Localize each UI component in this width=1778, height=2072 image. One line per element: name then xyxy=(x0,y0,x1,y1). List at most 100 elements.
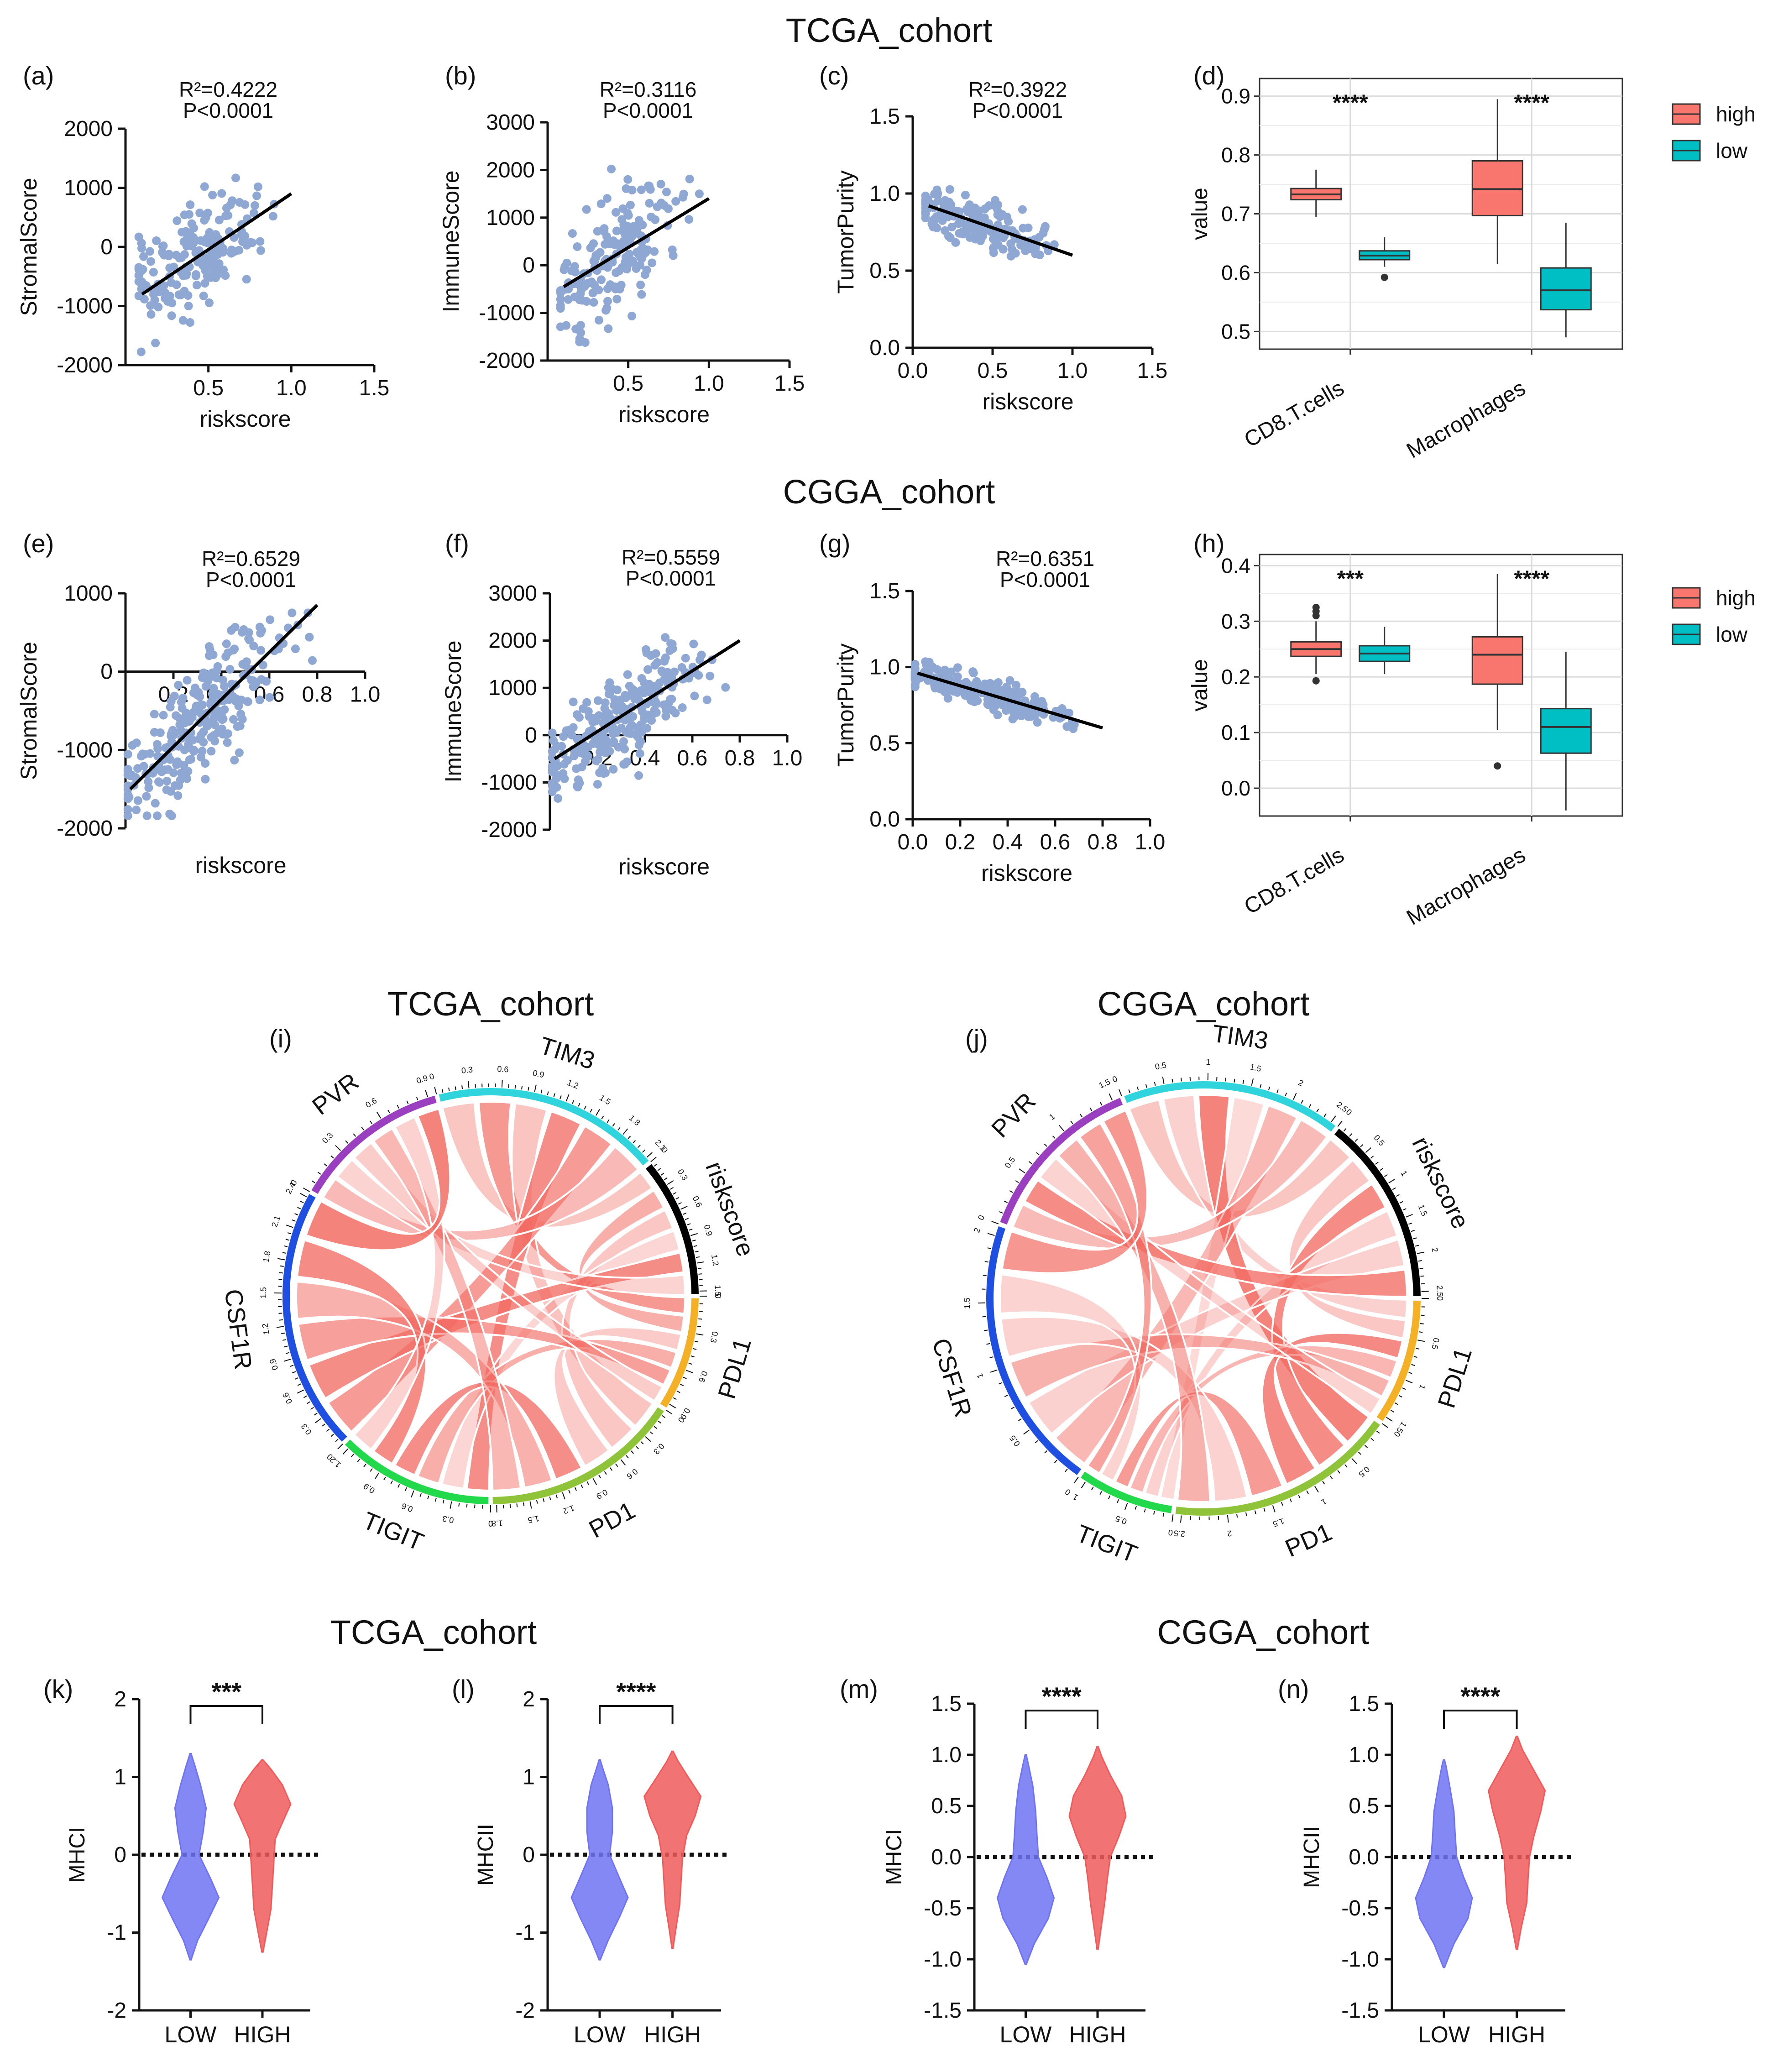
y-tick-label: 2000 xyxy=(488,629,537,653)
sector-tick xyxy=(547,1091,549,1095)
data-point xyxy=(154,303,163,312)
data-point xyxy=(930,681,939,690)
data-point xyxy=(943,694,952,703)
data-point xyxy=(660,657,669,666)
data-point xyxy=(201,774,210,784)
significance-stars: **** xyxy=(1514,90,1549,115)
sector-tick xyxy=(1395,1402,1399,1405)
data-point xyxy=(593,780,602,789)
y-tick-label: 2 xyxy=(523,1687,535,1711)
panel-label: (l) xyxy=(452,1674,475,1703)
data-point xyxy=(671,197,680,206)
regression-line xyxy=(563,197,710,288)
sector-tick xyxy=(448,1087,450,1092)
data-point xyxy=(658,667,667,676)
data-point xyxy=(557,742,566,751)
sector-tick xyxy=(292,1219,296,1222)
data-point xyxy=(668,644,677,653)
data-point xyxy=(648,258,657,267)
chord-ribbon xyxy=(353,1116,445,1451)
data-point xyxy=(136,752,146,761)
data-point xyxy=(549,736,558,745)
data-point xyxy=(588,288,597,298)
x-tick-label: LOW xyxy=(1000,2022,1052,2047)
data-point xyxy=(624,729,633,738)
y-tick-label: 2000 xyxy=(64,117,113,141)
data-point xyxy=(910,659,920,669)
y-axis-label: TumorPurity xyxy=(833,170,858,293)
y-tick-label: 0.0 xyxy=(931,1845,962,1869)
sector-tick xyxy=(685,1370,693,1373)
data-point xyxy=(208,668,217,677)
data-point xyxy=(184,237,193,246)
data-point xyxy=(150,710,159,719)
sector-tick xyxy=(342,1448,349,1455)
x-tick-label: 1.5 xyxy=(359,376,390,400)
data-point xyxy=(146,301,155,310)
y-tick-label: 1.5 xyxy=(1349,1692,1379,1716)
data-point xyxy=(964,692,973,701)
data-point xyxy=(253,182,262,191)
sector-tick-label: 0 xyxy=(1168,1528,1174,1537)
x-tick-label: 1.0 xyxy=(350,683,381,707)
y-tick-label: -2 xyxy=(515,1999,535,2023)
sector-tick xyxy=(673,1397,677,1400)
y-axis-label: TumorPurity xyxy=(833,644,858,767)
data-point xyxy=(589,256,598,266)
data-point xyxy=(149,267,158,277)
sector-tick xyxy=(568,1490,571,1494)
sector-arc-TIM3 xyxy=(439,1088,649,1166)
sector-tick xyxy=(1354,1138,1358,1142)
chord-ribbon xyxy=(336,1158,686,1296)
sector-tick xyxy=(361,1126,364,1130)
sector-tick xyxy=(397,1484,400,1488)
data-point xyxy=(209,731,218,740)
y-tick-label: 0 xyxy=(523,1843,535,1867)
data-point xyxy=(634,723,643,732)
data-point xyxy=(1005,676,1015,685)
data-point xyxy=(288,608,297,617)
sector-tick xyxy=(434,1497,437,1502)
regression-line xyxy=(129,604,319,790)
data-point xyxy=(186,200,195,209)
sector-tick xyxy=(508,1084,509,1088)
sector-tick xyxy=(1306,1490,1309,1494)
data-point xyxy=(206,698,215,707)
sector-tick xyxy=(1390,1410,1394,1413)
data-point xyxy=(133,764,142,773)
sector-tick xyxy=(1402,1208,1407,1211)
data-point xyxy=(151,339,160,348)
y-tick-label: -1000 xyxy=(481,770,537,795)
data-point xyxy=(159,241,168,251)
panel-l: -2 -1 0 1 2 LOW HIGH **** (l) MHCII xyxy=(452,1674,730,2047)
data-point xyxy=(603,297,612,306)
data-point xyxy=(681,654,690,663)
significance-stars: **** xyxy=(1514,566,1549,591)
data-point xyxy=(166,787,175,796)
sector-tick xyxy=(999,1211,1003,1214)
sector-tick xyxy=(565,1094,570,1102)
sector-tick xyxy=(1413,1237,1417,1240)
data-point xyxy=(616,696,625,705)
panel-f: -2000-100001000200030000.20.40.60.81.0(f… xyxy=(440,529,802,879)
sector-tick xyxy=(580,1484,583,1488)
sector-tick xyxy=(284,1345,288,1348)
data-point xyxy=(625,250,634,259)
y-tick-label: 0.0 xyxy=(1349,1845,1379,1869)
sector-tick xyxy=(670,1187,674,1190)
sector-tick xyxy=(560,1095,562,1099)
sector-tick xyxy=(425,1089,428,1097)
data-point xyxy=(178,316,188,325)
panel-n: -1.5 -1.0 -0.5 0.0 0.5 1.0 1.5 LOW HIGH **** (n) MH… xyxy=(1278,1674,1574,2047)
y-tick-label: 0 xyxy=(100,235,113,259)
panel-label: (i) xyxy=(269,1024,292,1053)
x-axis-label: riskscore xyxy=(195,853,286,878)
data-point xyxy=(177,253,186,262)
sector-arc-PD1 xyxy=(1175,1420,1381,1516)
y-tick-label: -2000 xyxy=(57,816,113,841)
sector-tick xyxy=(986,1343,990,1345)
sector-tick xyxy=(1081,1481,1086,1488)
sector-tick xyxy=(1099,1102,1103,1106)
data-point xyxy=(225,665,235,674)
data-point xyxy=(174,680,183,690)
